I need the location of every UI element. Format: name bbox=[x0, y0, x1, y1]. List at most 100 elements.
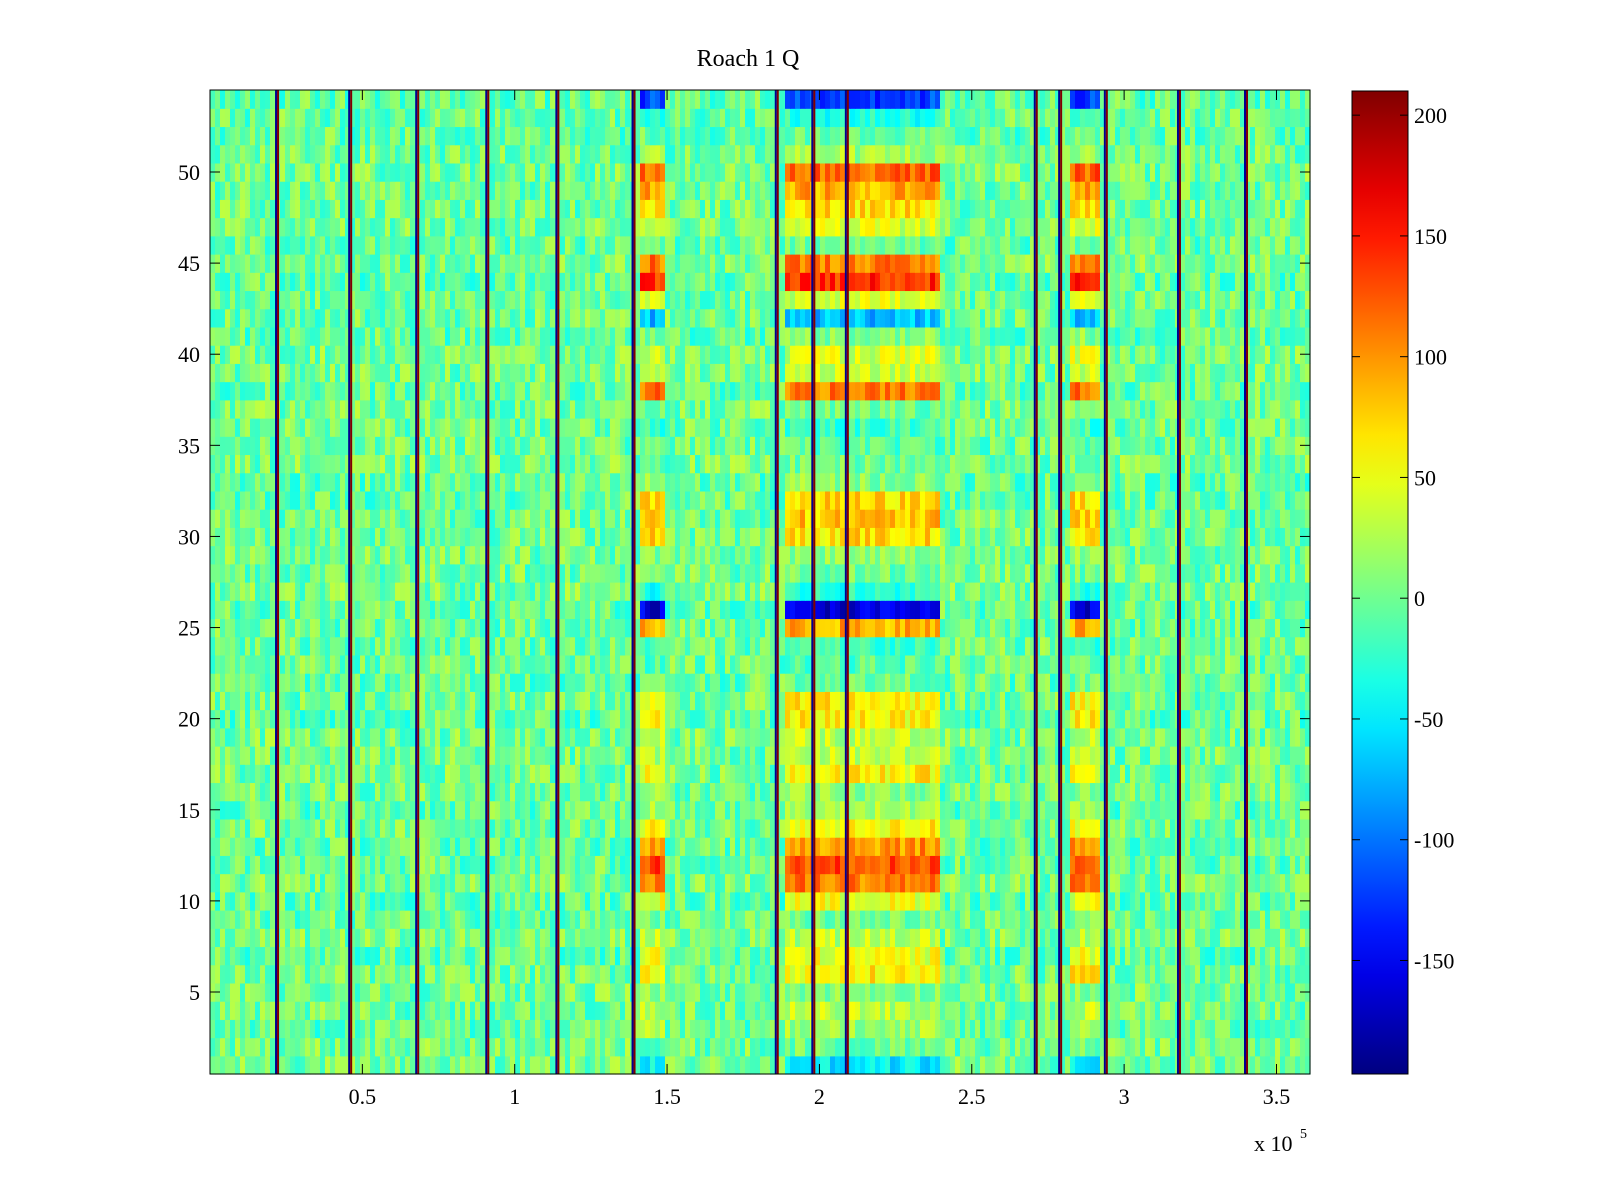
heatmap-cell bbox=[295, 946, 301, 966]
heatmap-cell bbox=[1230, 673, 1236, 692]
heatmap-cell bbox=[1180, 727, 1186, 747]
heatmap-cell bbox=[840, 654, 846, 674]
heatmap-cell bbox=[1130, 855, 1136, 875]
heatmap-cell bbox=[1000, 727, 1006, 747]
heatmap-cell bbox=[875, 764, 881, 784]
heatmap-cell bbox=[350, 855, 356, 875]
heatmap-cell bbox=[245, 928, 251, 948]
heatmap-cell bbox=[1000, 982, 1006, 1002]
heatmap-cell bbox=[935, 891, 941, 911]
heatmap-cell bbox=[700, 964, 706, 984]
heatmap-cell bbox=[900, 837, 906, 856]
heatmap-cell bbox=[1140, 837, 1146, 856]
heatmap-cell bbox=[380, 800, 386, 820]
heatmap-cell bbox=[895, 782, 901, 802]
heatmap-cell bbox=[600, 764, 606, 784]
heatmap-cell bbox=[670, 928, 676, 948]
heatmap-cell bbox=[1120, 673, 1126, 692]
heatmap-cell bbox=[915, 873, 921, 893]
heatmap-cell bbox=[1210, 855, 1216, 875]
heatmap-cell bbox=[1030, 782, 1036, 802]
heatmap-cell bbox=[475, 654, 481, 674]
heatmap-cell bbox=[1115, 837, 1121, 856]
heatmap-cell bbox=[335, 837, 341, 856]
heatmap-cell bbox=[730, 837, 736, 856]
heatmap-cell bbox=[860, 1037, 866, 1057]
heatmap-cell bbox=[470, 709, 476, 729]
heatmap-cell bbox=[295, 928, 301, 948]
heatmap-cell bbox=[670, 673, 676, 692]
heatmap-cell bbox=[1120, 746, 1126, 765]
heatmap-cell bbox=[890, 928, 896, 948]
heatmap-cell bbox=[855, 873, 861, 893]
heatmap-cell bbox=[1255, 837, 1261, 856]
heatmap-cell bbox=[920, 691, 926, 711]
heatmap-cell bbox=[655, 800, 661, 820]
heatmap-cell bbox=[1010, 1019, 1016, 1039]
heatmap-cell bbox=[640, 837, 646, 856]
heatmap-cell bbox=[625, 746, 631, 765]
heatmap-cell bbox=[980, 1037, 986, 1057]
heatmap-cell bbox=[750, 1019, 756, 1039]
heatmap-cell bbox=[855, 1055, 861, 1075]
heatmap-cell bbox=[430, 946, 436, 966]
heatmap-cell bbox=[225, 873, 231, 893]
heatmap-cell bbox=[900, 1019, 906, 1039]
heatmap-cell bbox=[635, 837, 641, 856]
heatmap-cell bbox=[245, 1001, 251, 1020]
heatmap-cell bbox=[1190, 691, 1196, 711]
heatmap-cell bbox=[960, 691, 966, 711]
heatmap-cell bbox=[1000, 691, 1006, 711]
heatmap-cell bbox=[750, 1001, 756, 1020]
heatmap-cell bbox=[295, 982, 301, 1002]
heatmap-cell bbox=[330, 1055, 336, 1075]
heatmap-cell bbox=[225, 764, 231, 784]
heatmap-cell bbox=[695, 709, 701, 729]
heatmap-cell bbox=[735, 800, 741, 820]
heatmap-cell bbox=[760, 654, 766, 674]
heatmap-cell bbox=[660, 764, 666, 784]
heatmap-cell bbox=[1275, 782, 1281, 802]
heatmap-cell bbox=[590, 891, 596, 911]
heatmap-cell bbox=[385, 928, 391, 948]
heatmap-cell bbox=[320, 928, 326, 948]
heatmap-cell bbox=[1230, 782, 1236, 802]
heatmap-cell bbox=[965, 654, 971, 674]
heatmap-cell bbox=[355, 946, 361, 966]
heatmap-cell bbox=[1075, 928, 1081, 948]
heatmap-cell bbox=[265, 910, 271, 929]
heatmap-cell bbox=[1280, 691, 1286, 711]
heatmap-cell bbox=[245, 691, 251, 711]
heatmap-cell bbox=[565, 746, 571, 765]
heatmap-cell bbox=[635, 910, 641, 929]
heatmap-cell bbox=[210, 837, 216, 856]
heatmap-cell bbox=[455, 946, 461, 966]
heatmap-cell bbox=[1095, 764, 1101, 784]
heatmap-cell bbox=[1085, 764, 1091, 784]
heatmap-cell bbox=[215, 727, 221, 747]
heatmap-cell bbox=[1035, 673, 1041, 692]
heatmap-cell bbox=[565, 946, 571, 966]
heatmap-cell bbox=[570, 1037, 576, 1057]
heatmap-cell bbox=[890, 691, 896, 711]
heatmap-cell bbox=[995, 910, 1001, 929]
heatmap-cell bbox=[1065, 1019, 1071, 1039]
heatmap-cell bbox=[375, 673, 381, 692]
heatmap-cell bbox=[955, 964, 961, 984]
heatmap-cell bbox=[655, 928, 661, 948]
heatmap-cell bbox=[255, 891, 261, 911]
heatmap-cell bbox=[1075, 800, 1081, 820]
heatmap-cell bbox=[670, 855, 676, 875]
heatmap-cell bbox=[605, 855, 611, 875]
heatmap-cell bbox=[1060, 928, 1066, 948]
heatmap-cell bbox=[475, 928, 481, 948]
heatmap-cell bbox=[1115, 800, 1121, 820]
heatmap-cell bbox=[840, 1019, 846, 1039]
heatmap-cell bbox=[680, 727, 686, 747]
heatmap-cell bbox=[720, 855, 726, 875]
heatmap-cell bbox=[770, 946, 776, 966]
heatmap-cell bbox=[835, 727, 841, 747]
heatmap-cell bbox=[255, 1055, 261, 1075]
heatmap-cell bbox=[1045, 709, 1051, 729]
heatmap-cell bbox=[1150, 746, 1156, 765]
